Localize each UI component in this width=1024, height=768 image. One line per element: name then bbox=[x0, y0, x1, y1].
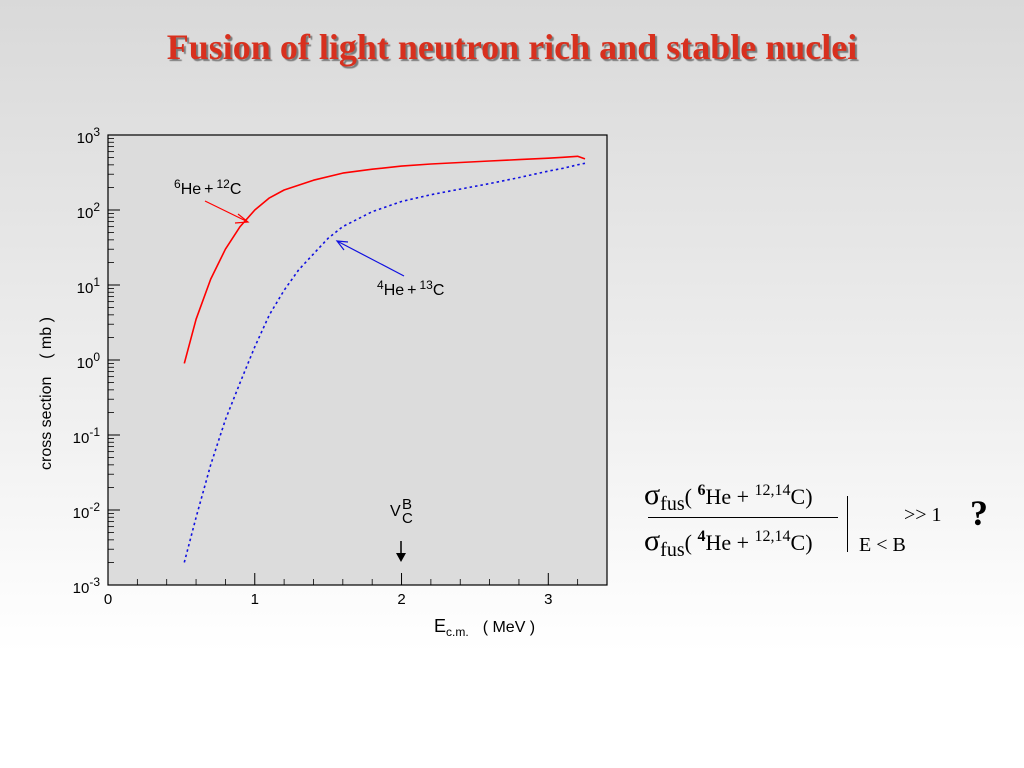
arrow-6he bbox=[204, 200, 250, 224]
barrier-label: V bbox=[390, 503, 401, 520]
x-axis-title: Ec.m. ( MeV ) bbox=[434, 616, 535, 639]
series-label-4he: 4He +13C bbox=[377, 278, 444, 299]
label-4he-mass: 4 bbox=[377, 278, 384, 292]
den-open: ( bbox=[684, 530, 698, 555]
den-targets: 12,14 bbox=[754, 528, 791, 545]
x-axis-title-unit: ( MeV ) bbox=[483, 619, 535, 636]
den-el: He + bbox=[705, 530, 755, 555]
x-tick-label: 2 bbox=[397, 591, 405, 608]
x-axis-title-main: E bbox=[434, 616, 446, 636]
label-6he-el: He bbox=[181, 181, 202, 198]
series-line-1 bbox=[183, 162, 586, 563]
ratio-formula: σfus( 6He + 12,14C) σfus( 4He + 12,14C) … bbox=[640, 474, 1010, 564]
x-axis-ticks: 0 1 2 3 bbox=[104, 573, 608, 608]
barrier-arrow bbox=[396, 541, 406, 562]
label-6he-mass: 6 bbox=[174, 177, 181, 191]
relation-text: >> 1 bbox=[904, 504, 942, 526]
plot-frame bbox=[107, 134, 608, 586]
barrier-sup: B bbox=[402, 496, 412, 513]
num-targets: 12,14 bbox=[754, 482, 791, 499]
sigma-num-sub: fus bbox=[660, 493, 685, 515]
y-axis-title: cross section ( mb ) bbox=[38, 317, 55, 470]
series-line-0 bbox=[183, 155, 586, 364]
label-13c-mass: 13 bbox=[419, 278, 433, 292]
series-label-6he: 6He +12C bbox=[174, 177, 241, 198]
series-group bbox=[183, 155, 586, 563]
x-tick-label: 0 bbox=[104, 591, 112, 608]
label-6he-plus: + bbox=[204, 181, 213, 198]
x-tick-label: 1 bbox=[251, 591, 259, 608]
y-tick-label: 100 bbox=[77, 350, 101, 372]
y-tick-label: 101 bbox=[77, 275, 101, 297]
slide-title: Fusion of light neutron rich and stable … bbox=[166, 27, 858, 67]
y-tick-label: 10-2 bbox=[73, 500, 101, 522]
num-target-el: C) bbox=[790, 484, 813, 509]
fraction-line bbox=[648, 517, 838, 518]
label-4he-plus: + bbox=[407, 282, 416, 299]
num-mass: 6 bbox=[697, 482, 706, 499]
y-tick-label: 10-1 bbox=[73, 425, 101, 447]
question-mark: ? bbox=[970, 493, 988, 533]
label-12c-mass: 12 bbox=[216, 177, 230, 191]
num-open: ( bbox=[684, 484, 698, 509]
sigma-den-sub: fus bbox=[660, 539, 685, 561]
x-axis-title-sub: c.m. bbox=[446, 625, 469, 639]
x-tick-label: 3 bbox=[544, 591, 552, 608]
y-tick-label: 102 bbox=[77, 200, 101, 222]
label-4he-el: He bbox=[384, 282, 405, 299]
label-12c-el: C bbox=[230, 181, 242, 198]
arrow-4he bbox=[335, 240, 405, 277]
num-el: He + bbox=[705, 484, 755, 509]
barrier-sub: C bbox=[402, 510, 413, 527]
sigma-num: σ bbox=[644, 478, 661, 511]
barrier-main: V bbox=[390, 503, 401, 520]
y-tick-label: 103 bbox=[77, 125, 101, 147]
y-axis-ticks: 10-3 10-2 10-1 100 101 102 103 bbox=[73, 125, 120, 597]
ratio-denominator: σfus( 4He + 12,14C) bbox=[644, 524, 813, 562]
ratio-numerator: σfus( 6He + 12,14C) bbox=[644, 478, 813, 516]
y-tick-label: 10-3 bbox=[73, 575, 101, 597]
evaluation-bar bbox=[847, 496, 848, 552]
condition-text: E < B bbox=[859, 534, 906, 556]
den-mass: 4 bbox=[697, 528, 706, 545]
sigma-den: σ bbox=[644, 524, 661, 557]
label-13c-el: C bbox=[433, 282, 445, 299]
den-target-el: C) bbox=[790, 530, 813, 555]
